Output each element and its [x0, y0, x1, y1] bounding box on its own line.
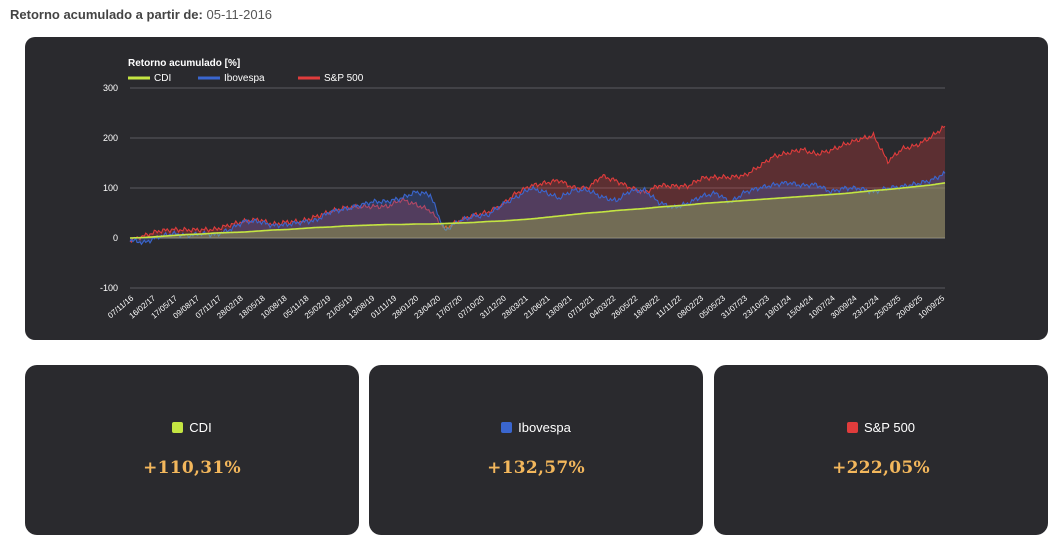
- stat-card-header: Ibovespa: [369, 420, 703, 435]
- y-tick-label: 300: [103, 83, 118, 93]
- stat-card-header: S&P 500: [714, 420, 1048, 435]
- y-tick-label: 100: [103, 183, 118, 193]
- cumulative-return-chart-card: Retorno acumulado [%] 300 200 100 0 -100 CDI Ib…: [25, 37, 1048, 340]
- stat-card-title: S&P 500: [863, 420, 916, 435]
- legend-swatch-icon: [846, 422, 858, 433]
- legend-label-s-p-500: S&P 500: [324, 73, 364, 84]
- legend-swatch-icon: [172, 422, 184, 433]
- legend-swatch-icon: [501, 422, 513, 433]
- series-area-cdi: [130, 182, 945, 238]
- stat-card-title: CDI: [189, 420, 212, 435]
- legend-label-ibovespa: Ibovespa: [224, 73, 265, 84]
- y-tick-label: 0: [113, 233, 118, 243]
- stat-card-cdi: CDI +110,31%: [25, 365, 359, 535]
- start-date-value: 05-11-2016: [206, 7, 273, 22]
- series-line-s-p-500: [129, 125, 946, 244]
- stat-card-header: CDI: [25, 420, 359, 435]
- y-tick-label: 200: [103, 133, 118, 143]
- stat-card-value: +110,31%: [143, 458, 241, 478]
- stat-card-value: +222,05%: [832, 458, 930, 478]
- stat-card-value: +132,57%: [487, 458, 585, 478]
- stat-card-ibovespa: Ibovespa +132,57%: [369, 365, 703, 535]
- series-line-ibovespa: [129, 170, 946, 246]
- start-date-caption: Retorno acumulado a partir de:: [10, 7, 203, 22]
- stat-card-sp500: S&P 500 +222,05%: [714, 365, 1048, 535]
- chart-title: Retorno acumulado [%]: [128, 58, 240, 69]
- y-tick-label: -100: [100, 283, 118, 293]
- series-line-cdi: [129, 182, 946, 239]
- start-date-label: Retorno acumulado a partir de: 05-11-201…: [10, 7, 272, 22]
- legend-label-cdi: CDI: [154, 73, 171, 84]
- stat-card-title: Ibovespa: [518, 420, 571, 435]
- cumulative-return-chart: Retorno acumulado [%] 300 200 100 0 -100 CDI Ib…: [100, 58, 947, 321]
- series-area-s-p-500: [130, 126, 945, 243]
